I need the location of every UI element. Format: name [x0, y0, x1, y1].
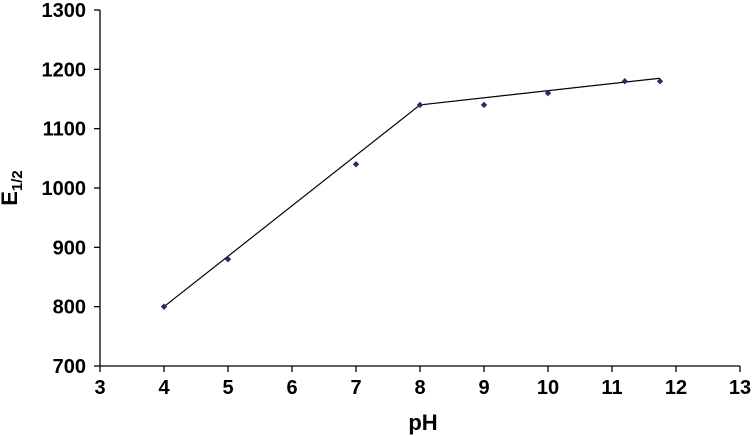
x-tick-label: 3: [94, 377, 105, 399]
x-tick-label: 8: [414, 377, 425, 399]
data-point: [621, 78, 628, 85]
data-point: [224, 256, 232, 263]
axes: [99, 10, 740, 367]
data-point: [352, 161, 360, 168]
x-axis-title: pH: [408, 410, 437, 435]
y-tick-label: 1100: [43, 119, 86, 141]
x-tick-label: 10: [537, 377, 559, 399]
x-tick-label: 11: [601, 377, 622, 399]
y-tick-label: 900: [53, 237, 86, 259]
y-axis-title: E1/2: [0, 170, 26, 206]
data-point: [656, 78, 664, 85]
y-tick-label: 800: [53, 297, 86, 319]
y-axis-title-subscript: 1/2: [9, 170, 26, 191]
y-axis-title-main: E: [0, 191, 22, 206]
x-tick-label: 6: [286, 377, 297, 399]
x-tick-label: 12: [665, 377, 687, 399]
x-axis-ticks: 3 4 5 6 7 8 9 10 11 12 13: [94, 366, 751, 399]
data-points: [160, 78, 664, 310]
y-tick-label: 1300: [42, 0, 87, 22]
data-point: [160, 303, 168, 310]
data-point: [480, 101, 488, 109]
y-axis-ticks: 700 800 900 1000 1100 1200 1300: [42, 0, 100, 378]
x-tick-label: 4: [158, 377, 170, 399]
fit-line: [163, 77, 661, 308]
x-tick-label: 13: [729, 377, 751, 399]
y-tick-label: 1000: [42, 178, 87, 200]
x-tick-label: 7: [350, 377, 361, 399]
data-point: [416, 101, 424, 109]
y-tick-label: 700: [53, 356, 86, 378]
y-tick-label: 1200: [42, 59, 87, 81]
x-tick-label: 9: [478, 377, 489, 399]
x-tick-label: 5: [222, 377, 233, 399]
fit-line-group: [163, 77, 661, 308]
data-point: [544, 89, 552, 97]
